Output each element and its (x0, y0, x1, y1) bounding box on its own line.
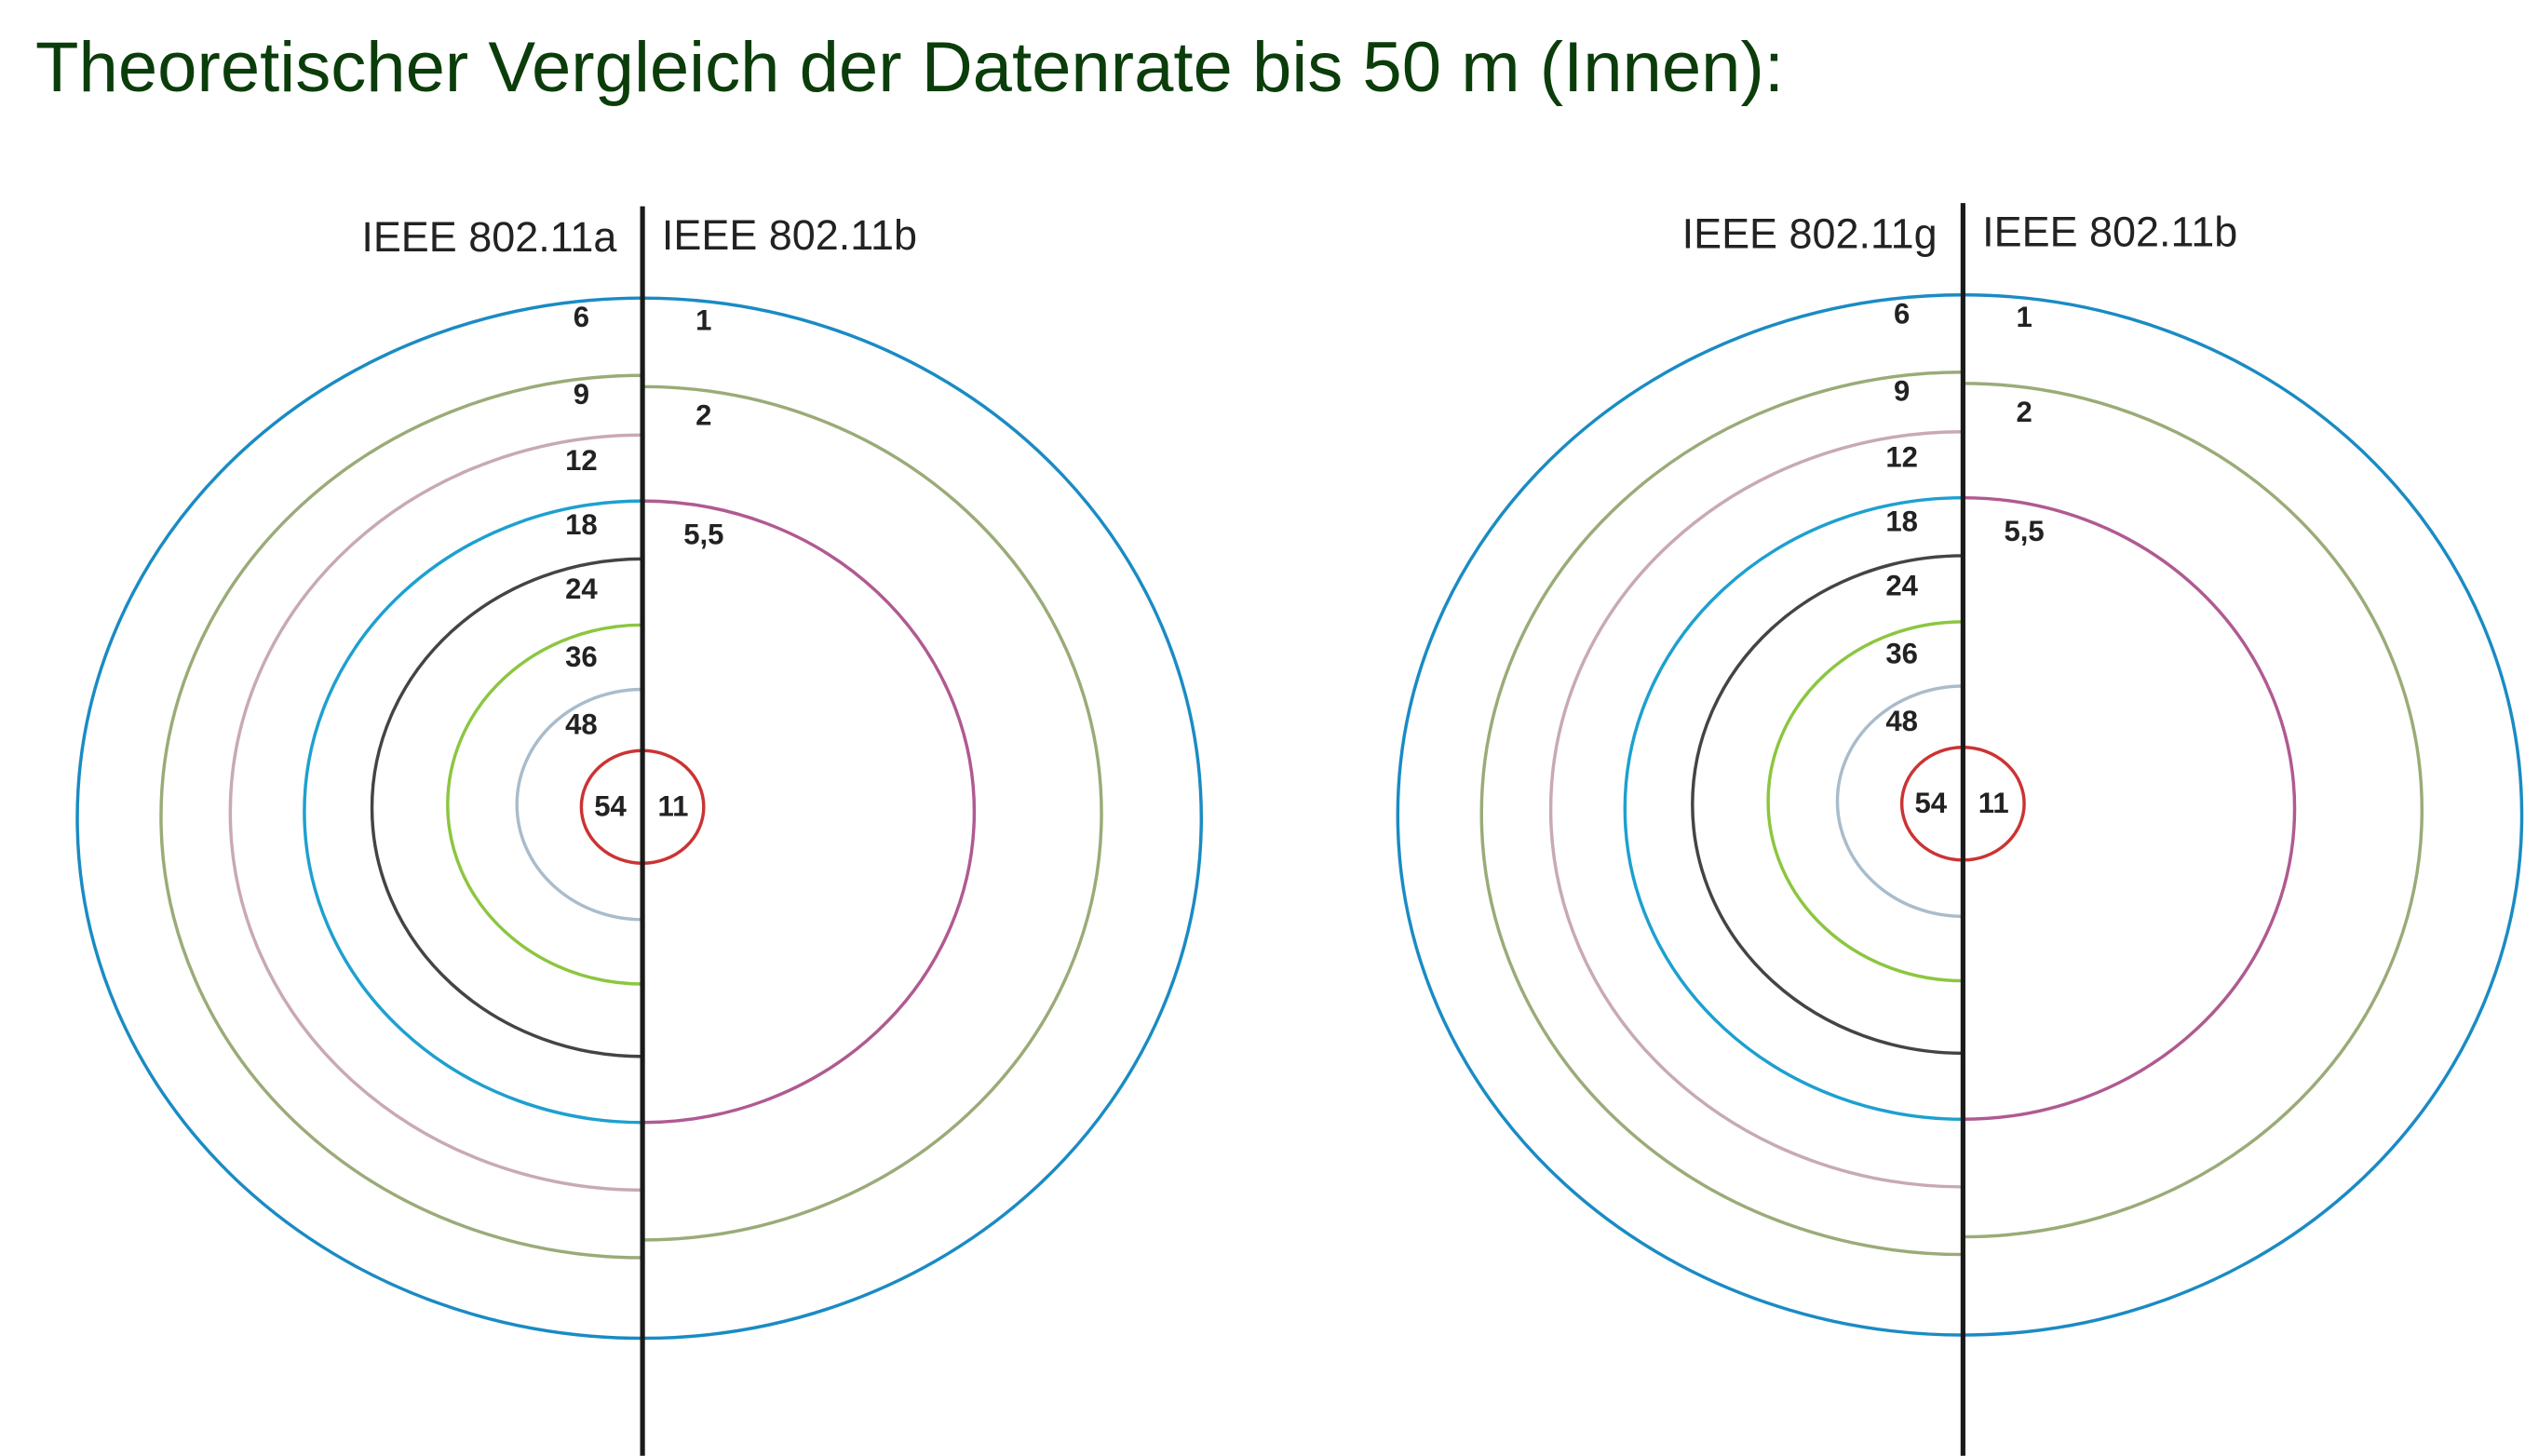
rate-label: 48 (1885, 705, 1918, 737)
ring-right (1963, 495, 2297, 1122)
rate-label: 11 (1978, 787, 2009, 819)
ring-left (75, 296, 643, 1341)
left-header: IEEE 802.11g (1682, 209, 1938, 257)
ring-left (1479, 371, 1964, 1257)
rate-label: 36 (1885, 637, 1918, 669)
rate-label: 54 (1914, 787, 1947, 819)
rate-label: 5,5 (2004, 515, 2044, 547)
rate-label: 12 (1885, 440, 1918, 473)
rate-label: 9 (1894, 374, 1910, 407)
rate-label: 6 (1894, 297, 1910, 330)
rate-label: 1 (2016, 301, 2032, 333)
ring-left (1548, 430, 1964, 1189)
rate-label: 2 (695, 398, 711, 431)
rate-label: 24 (1885, 570, 1918, 602)
ring-left (159, 373, 643, 1260)
ring-right (1963, 293, 2524, 1337)
rate-label: 6 (574, 301, 589, 333)
rate-label: 9 (574, 378, 589, 411)
rate-label: 18 (565, 508, 598, 541)
ring-left (1835, 684, 1964, 919)
ring-right (642, 384, 1103, 1242)
right-header: IEEE 802.11b (1982, 209, 2237, 256)
rate-label: 11 (658, 790, 689, 823)
rate-label: 48 (565, 708, 598, 740)
rate-label: 12 (565, 444, 598, 477)
ring-right (642, 499, 977, 1125)
slide-title: Theoretischer Vergleich der Datenrate bi… (35, 28, 1784, 107)
rate-label: 2 (2016, 396, 2032, 428)
rate-label: 36 (565, 640, 598, 673)
ring-left (1623, 495, 1964, 1122)
ring-left (1396, 293, 1964, 1337)
ring-left (228, 433, 643, 1193)
ring-left (370, 557, 643, 1058)
ring-left (1766, 620, 1964, 983)
ring-right (642, 296, 1203, 1341)
rate-label: 24 (565, 573, 598, 605)
ring-left (446, 623, 643, 986)
rate-label: 1 (695, 303, 711, 336)
right-header: IEEE 802.11b (662, 211, 917, 259)
rate-label: 5,5 (683, 518, 723, 550)
left-header: IEEE 802.11a (361, 213, 616, 261)
ring-right (1963, 382, 2424, 1239)
ring-left (515, 687, 643, 922)
rate-label: 18 (1885, 506, 1918, 538)
ring-left (1691, 554, 1964, 1056)
ring-left (303, 499, 643, 1125)
rate-label: 54 (594, 790, 627, 823)
